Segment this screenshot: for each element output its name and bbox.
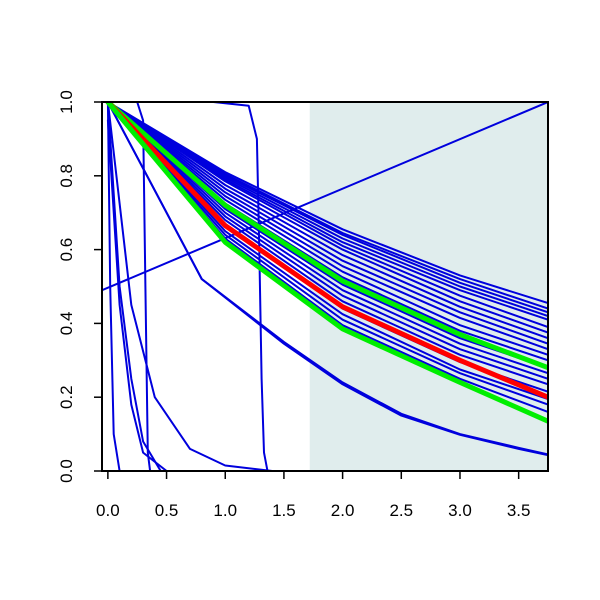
series-line-28-blue — [106, 102, 548, 406]
series-line-24-blue — [106, 102, 548, 380]
y-tick-label: 0.0 — [57, 459, 76, 483]
x-tick-label: 1.0 — [213, 501, 237, 520]
series-line-8-blue — [136, 102, 156, 471]
series-line-23-blue — [106, 102, 548, 375]
series-line-19-blue — [106, 102, 548, 351]
series-line-9-blue — [106, 102, 344, 471]
series-line-12-blue — [106, 102, 548, 314]
x-axis: 0.0 0.5 1.0 1.5 2.0 2.5 3.0 3.5 — [96, 471, 530, 520]
series-line-10-blue — [106, 102, 548, 305]
series-line-11-blue — [106, 102, 548, 310]
x-tick-label: 1.5 — [272, 501, 296, 520]
series-line-17-blue — [106, 102, 548, 340]
x-tick-label: 3.0 — [448, 501, 472, 520]
series-line-5-blue — [106, 102, 162, 471]
y-tick-label: 0.8 — [57, 164, 76, 188]
series-line-4-blue — [106, 102, 274, 471]
y-tick-label: 1.0 — [57, 90, 76, 114]
y-tick-label: 0.6 — [57, 238, 76, 262]
series-line-16-blue — [106, 102, 548, 334]
series-line-31-red — [105, 102, 548, 400]
series-line-15-blue — [106, 102, 548, 329]
series-line-18-blue — [106, 102, 548, 345]
y-tick-label: 0.2 — [57, 385, 76, 409]
plot-frame — [101, 101, 549, 472]
series-line-13-blue — [106, 102, 548, 317]
x-tick-label: 2.5 — [389, 501, 413, 520]
x-tick-label: 2.0 — [331, 501, 355, 520]
series-line-20-blue — [106, 102, 548, 356]
series-line-1-blue — [102, 102, 548, 292]
x-tick-label: 0.5 — [155, 501, 179, 520]
series-line-25-blue — [106, 102, 548, 386]
x-tick-label: 3.5 — [507, 501, 531, 520]
series-line-3-blue — [106, 102, 548, 457]
x-tick-label: 0.0 — [96, 501, 120, 520]
y-tick-label: 0.4 — [57, 312, 76, 336]
series-line-30-green — [105, 102, 548, 371]
series-line-27-blue — [106, 102, 548, 400]
series-line-32-green — [105, 102, 548, 424]
series-line-6-blue — [106, 119, 168, 471]
series-line-7-blue — [106, 102, 121, 471]
y-axis: 0.0 0.2 0.4 0.6 0.8 1.0 — [57, 90, 102, 483]
series-layer — [102, 102, 548, 471]
